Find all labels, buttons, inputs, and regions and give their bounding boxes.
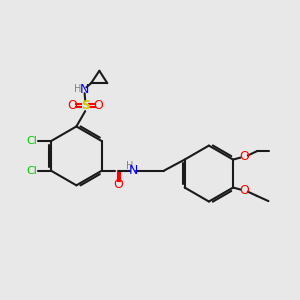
Text: Cl: Cl [26,166,37,176]
Text: Cl: Cl [26,136,37,146]
Text: H: H [74,84,82,94]
Text: O: O [239,150,249,163]
Text: N: N [80,83,89,96]
Text: O: O [94,99,103,112]
Text: O: O [239,184,249,197]
Text: N: N [129,164,138,177]
Text: S: S [81,99,90,112]
Text: O: O [67,99,77,112]
Text: O: O [114,178,124,191]
Text: H: H [126,160,134,171]
